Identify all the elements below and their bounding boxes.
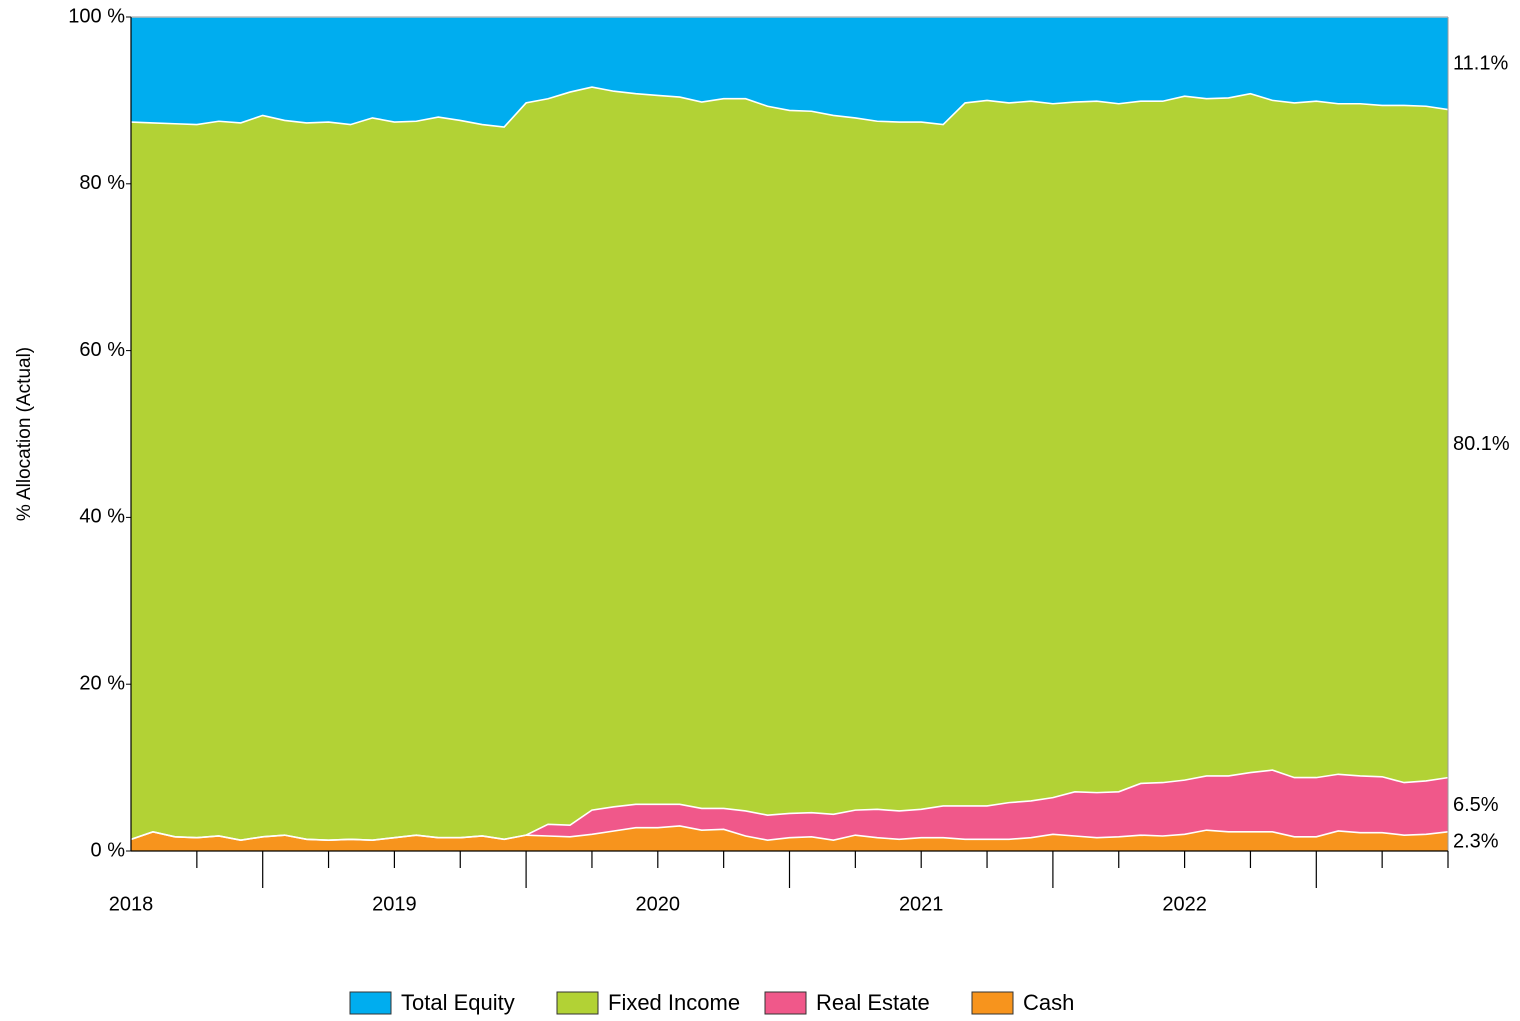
legend-label: Real Estate: [816, 990, 930, 1015]
x-tick-label: 2020: [636, 893, 681, 915]
legend-label: Fixed Income: [608, 990, 740, 1015]
area: [131, 825, 1448, 851]
x-tick-label: 2021: [899, 893, 944, 915]
area: [131, 17, 1448, 128]
legend-item: Fixed Income: [556, 990, 740, 1015]
x-tick-label: 2022: [1162, 893, 1207, 915]
legend-label: Cash: [1023, 990, 1074, 1015]
legend-swatch: [556, 991, 599, 1015]
area-boundary: [130, 86, 1449, 128]
value-label: 6.5%: [1453, 794, 1499, 816]
area-boundary: [130, 769, 1449, 841]
y-tick-label: 20 %: [79, 672, 125, 694]
y-tick-label: 80 %: [79, 172, 125, 194]
value-label: 11.1%: [1453, 53, 1508, 75]
x-tick-label: 2018: [109, 893, 154, 915]
value-label: 80.1%: [1453, 433, 1510, 455]
y-tick-label: 40 %: [79, 506, 125, 528]
legend-item: Real Estate: [764, 990, 930, 1015]
x-tick-label: 2019: [372, 893, 417, 915]
legend-swatch: [764, 991, 807, 1015]
legend-item: Cash: [971, 990, 1074, 1015]
area: [131, 87, 1448, 841]
y-tick-label: 100 %: [68, 5, 125, 27]
y-tick-label: 0 %: [91, 839, 126, 861]
legend-swatch: [971, 991, 1014, 1015]
legend-label: Total Equity: [401, 990, 515, 1015]
y-tick-label: 60 %: [79, 339, 125, 361]
legend-swatch: [349, 991, 392, 1015]
legend-item: Total Equity: [349, 990, 515, 1015]
area: [131, 770, 1448, 841]
y-axis-label: % Allocation (Actual): [14, 347, 35, 521]
value-label: 2.3%: [1453, 831, 1499, 853]
